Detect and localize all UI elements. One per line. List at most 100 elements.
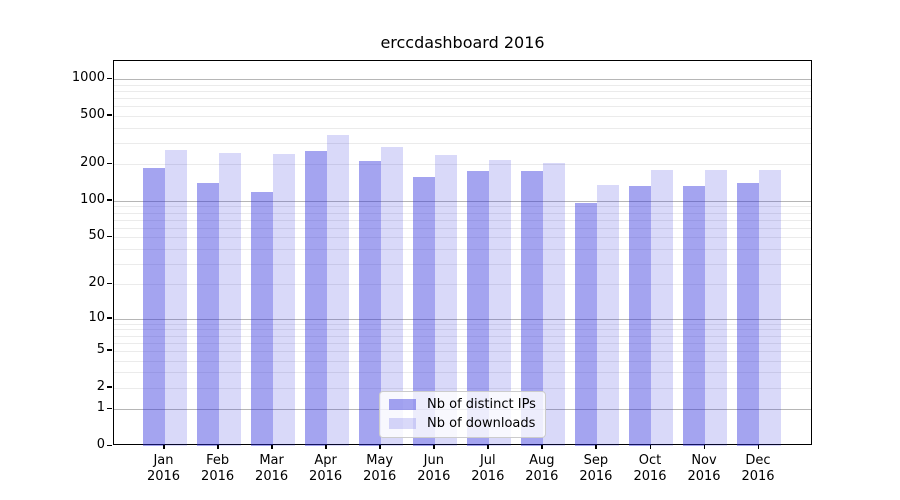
x-tick-label: Oct 2016 [633, 453, 667, 484]
x-tick-mark [595, 445, 597, 449]
x-tick-label: Sep 2016 [579, 453, 613, 484]
minor-gridline [114, 350, 811, 352]
legend-label: Nb of downloads [427, 416, 536, 431]
bar-nb-of-downloads-jan [164, 149, 187, 446]
bar-nb-of-downloads-may [380, 147, 403, 446]
minor-gridline [114, 387, 811, 389]
bar-nb-of-distinct-ips-jan [142, 167, 165, 446]
bar-nb-of-distinct-ips-jun [412, 177, 435, 446]
bar-nb-of-distinct-ips-apr [304, 150, 327, 446]
bar-nb-of-distinct-ips-jul [466, 171, 489, 446]
y-tick-mark [107, 407, 112, 410]
bar-nb-of-downloads-oct [651, 170, 673, 446]
x-tick-label: Jan 2016 [146, 453, 181, 484]
minor-gridline [114, 84, 811, 86]
minor-gridline [114, 106, 811, 108]
bar-nb-of-downloads-aug [542, 163, 565, 446]
minor-gridline [114, 90, 811, 92]
minor-gridline [114, 237, 811, 239]
y-tick-mark [107, 199, 112, 201]
y-tick-label: 1 [96, 400, 105, 416]
major-gridline [114, 200, 811, 202]
bar-nb-of-distinct-ips-nov [683, 185, 705, 446]
bar-nb-of-distinct-ips-feb [196, 183, 219, 446]
bar-nb-of-distinct-ips-aug [520, 171, 543, 446]
minor-gridline [114, 142, 811, 144]
bar-nb-of-downloads-feb [218, 152, 241, 446]
y-tick-label: 0 [96, 437, 105, 452]
y-tick-label: 2 [96, 378, 105, 394]
minor-gridline [114, 98, 811, 99]
x-tick-label: Dec 2016 [741, 453, 775, 484]
x-tick-mark [325, 445, 327, 449]
y-tick-label: 50 [88, 228, 105, 244]
x-tick-mark [163, 445, 165, 449]
x-tick-mark [271, 445, 273, 449]
major-gridline [114, 318, 811, 320]
bar-nb-of-downloads-nov [705, 169, 727, 446]
y-tick-label: 500 [80, 106, 105, 122]
minor-gridline [114, 263, 811, 265]
y-tick-mark [107, 114, 112, 116]
major-gridline [114, 79, 811, 80]
x-tick-label: Apr 2016 [309, 453, 343, 484]
y-tick-label: 5 [96, 341, 105, 357]
bar-nb-of-distinct-ips-oct [629, 185, 651, 446]
x-tick-mark [649, 445, 651, 449]
bar-nb-of-downloads-apr [326, 135, 349, 446]
bar-nb-of-distinct-ips-sep [574, 203, 597, 446]
y-tick-label: 10 [88, 309, 105, 325]
minor-gridline [114, 323, 811, 325]
y-tick-mark [107, 235, 112, 238]
x-tick-label: Jul 2016 [471, 453, 505, 484]
y-tick-mark [107, 282, 112, 285]
bar-nb-of-downloads-sep [596, 185, 619, 446]
legend: Nb of distinct IPs Nb of downloads [379, 391, 546, 438]
minor-gridline [114, 284, 811, 286]
legend-swatch [389, 399, 416, 410]
x-tick-mark [379, 445, 381, 449]
y-tick-label: 200 [80, 155, 105, 171]
x-tick-mark [757, 445, 759, 449]
minor-gridline [114, 219, 811, 221]
y-tick-mark [107, 386, 112, 388]
bar-nb-of-downloads-dec [759, 169, 781, 446]
bar-nb-of-downloads-mar [272, 153, 295, 446]
legend-swatch [389, 418, 416, 429]
legend-row: Nb of distinct IPs [389, 397, 536, 412]
minor-gridline [114, 127, 811, 129]
y-tick-label: 100 [80, 191, 105, 207]
x-tick-mark [487, 445, 489, 449]
plot-area: Nb of distinct IPs Nb of downloads [113, 60, 812, 446]
x-tick-mark [433, 445, 435, 449]
minor-gridline [114, 335, 811, 337]
minor-gridline [114, 329, 811, 331]
minor-gridline [114, 227, 811, 229]
minor-gridline [114, 164, 811, 166]
minor-gridline [114, 248, 811, 250]
x-tick-mark [217, 445, 219, 449]
bar-nb-of-downloads-jul [488, 160, 511, 446]
y-tick-mark [107, 317, 112, 319]
x-tick-mark [703, 445, 705, 449]
bar-nb-of-distinct-ips-may [358, 160, 381, 446]
bar-nb-of-distinct-ips-mar [250, 191, 273, 446]
y-tick-mark [107, 162, 112, 165]
x-tick-label: Nov 2016 [687, 453, 721, 484]
y-tick-mark [107, 349, 112, 351]
x-tick-mark [541, 445, 543, 449]
chart-title: erccdashboard 2016 [380, 33, 545, 52]
y-tick-mark [107, 77, 112, 79]
x-tick-label: Mar 2016 [255, 453, 289, 484]
minor-gridline [114, 206, 811, 208]
x-tick-label: Jun 2016 [417, 453, 451, 484]
minor-gridline [114, 372, 811, 374]
minor-gridline [114, 342, 811, 344]
x-tick-label: Aug 2016 [525, 453, 559, 484]
minor-gridline [114, 115, 811, 117]
minor-gridline [114, 212, 811, 214]
legend-row: Nb of downloads [389, 416, 536, 431]
y-tick-label: 1000 [71, 70, 105, 85]
minor-gridline [114, 360, 811, 362]
